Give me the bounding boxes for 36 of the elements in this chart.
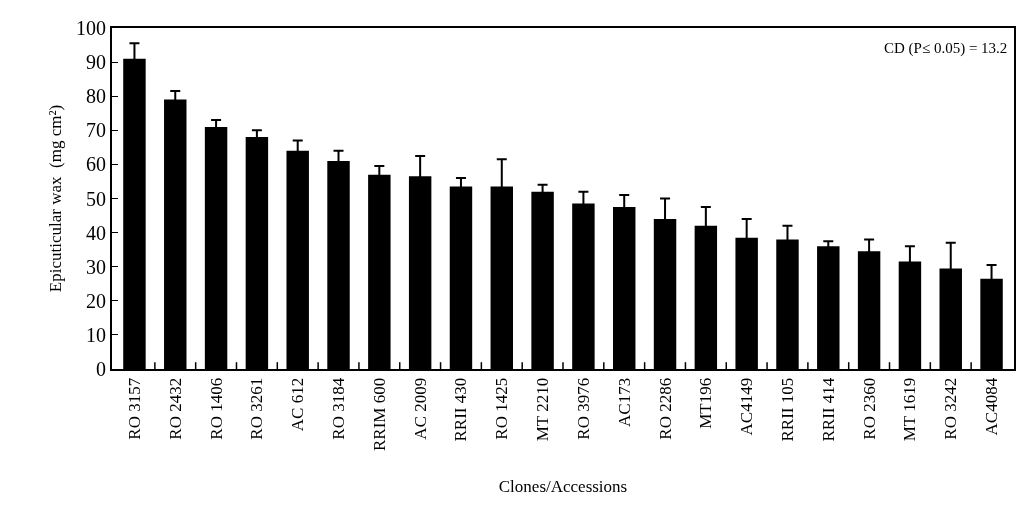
- y-tick-label: 90: [86, 51, 106, 74]
- x-tick-label: MT196: [696, 377, 716, 429]
- x-tick-label: RRIM 600: [369, 377, 389, 452]
- y-tick-label: 50: [86, 187, 106, 210]
- y-tick-label: 80: [86, 85, 106, 108]
- x-tick-label: AC173: [614, 377, 634, 427]
- y-tick-label: 0: [96, 358, 106, 380]
- x-axis-title: Clones/Accessions: [498, 476, 628, 496]
- x-tick-label: RRII 105: [778, 377, 798, 442]
- y-axis-title: Epicuticular wax (mg cm²): [46, 104, 66, 293]
- y-tick-label: 30: [86, 255, 106, 278]
- x-tick-label: MT 1619: [900, 377, 920, 442]
- x-tick-label: RO 1425: [492, 377, 512, 440]
- annotation: CD (P≤ 0.05) = 13.2: [884, 40, 1008, 57]
- x-tick-label: RO 3184: [329, 377, 349, 440]
- x-tick-label: RO 2360: [859, 377, 879, 440]
- x-tick-label: AC4149: [737, 377, 757, 436]
- x-tick-label: AC 2009: [410, 377, 430, 440]
- x-tick-label: RO 3261: [247, 377, 267, 440]
- y-tick-label: 100: [76, 17, 106, 39]
- x-tick-label: AC 612: [288, 377, 308, 432]
- x-tick-label: RO 2432: [165, 377, 185, 440]
- x-tick-label: RRII 430: [451, 377, 471, 442]
- x-tick-label: RO 3157: [124, 377, 144, 440]
- x-tick-label: RO 3242: [941, 377, 961, 440]
- x-tick-label: MT 2210: [533, 377, 553, 442]
- x-tick-label: RO 1406: [206, 377, 226, 440]
- y-tick-label: 60: [86, 153, 106, 176]
- y-tick-label: 10: [86, 323, 106, 346]
- x-tick-label: RRII 414: [818, 377, 838, 442]
- y-tick-label: 20: [86, 289, 106, 312]
- x-tick-label: AC4084: [982, 377, 1002, 436]
- y-tick-label: 40: [86, 221, 106, 244]
- x-tick-label: RO 2286: [655, 377, 675, 440]
- y-tick-label: 70: [86, 119, 106, 142]
- x-tick-label: RO 3976: [573, 377, 593, 440]
